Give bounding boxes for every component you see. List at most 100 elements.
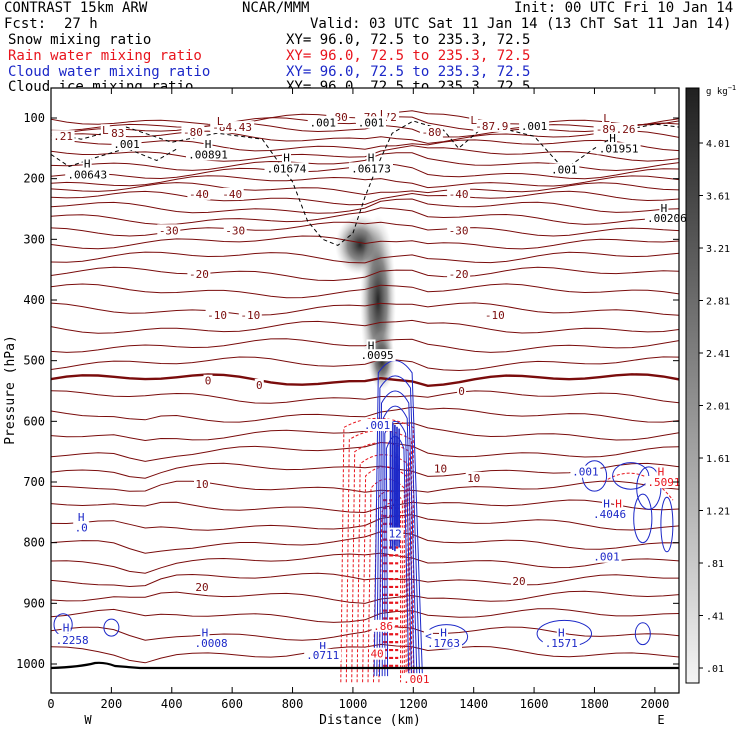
temperature-label: -30	[225, 224, 245, 237]
temperature-contour-line	[51, 338, 679, 353]
temperature-label: -10	[240, 309, 260, 322]
extremum-label-background	[469, 113, 479, 126]
temperature-contour-line	[51, 145, 679, 162]
cloud-water-contour	[379, 390, 418, 677]
contour-value-label: .0008	[194, 637, 227, 650]
rain-water-contour	[362, 466, 407, 683]
field-label-cloud-water: Cloud water mixing ratio	[8, 64, 211, 80]
colorbar-level-label: .01	[706, 664, 724, 675]
x-tick-label: 1000	[338, 697, 367, 711]
y-tick-label: 100	[23, 111, 45, 125]
colorbar-level-label: 3.21	[706, 244, 730, 255]
temperature-label-background	[157, 224, 181, 237]
contour-value-label-background	[356, 116, 386, 129]
contour-value-label-background	[358, 349, 396, 362]
contour-value-label: .1571	[545, 637, 578, 650]
temperature-label-background	[223, 224, 247, 237]
axes: 0 200 400 600 800 1000 1200 1400 1600 1800 2000100…	[3, 88, 679, 728]
east-label: E	[657, 713, 664, 727]
contour-value-label: .4046	[593, 508, 626, 521]
extremum-label: H	[658, 466, 665, 479]
header-model: CONTRAST 15km ARW	[4, 0, 148, 16]
rain-water-contour	[351, 442, 411, 683]
temperature-label-background	[465, 471, 482, 484]
temperature-contour-line	[51, 552, 679, 574]
contour-value-label: .001	[364, 419, 391, 432]
temperature-contour-line	[51, 441, 679, 462]
x-tick-label: 0	[47, 697, 54, 711]
temperature-label-background	[447, 224, 471, 237]
temperature-contour-line	[51, 139, 679, 152]
temperature-contour-line	[51, 302, 679, 316]
temperature-label: 10	[467, 472, 480, 485]
x-tick-label: 1400	[459, 697, 488, 711]
contour-value-label-background	[349, 162, 393, 175]
cloud-water-contour	[376, 375, 421, 677]
header-org: NCAR/MMM	[242, 0, 310, 16]
y-tick-label: 300	[23, 232, 45, 246]
temperature-label-background	[238, 309, 262, 322]
extremum-label-background	[366, 339, 376, 352]
colorbar-level-label: .41	[706, 612, 724, 623]
extremum-label-background	[282, 151, 291, 164]
field-xy-cloud-water: XY= 96.0, 72.5 to 235.3, 72.5	[286, 64, 531, 80]
contour-value-label: .06173	[351, 162, 391, 175]
contour-value-label-background	[401, 673, 432, 686]
x-tick-label: 400	[161, 697, 183, 711]
temperature-contour-line	[51, 572, 679, 588]
temperature-label: -30	[159, 224, 179, 237]
contour-value-label: .001	[309, 116, 336, 129]
contour-value-label-background	[111, 138, 142, 151]
temperature-label: -87.9	[475, 120, 508, 133]
temperature-contour-line	[51, 130, 679, 144]
extremum-label: H	[440, 626, 447, 639]
contour-value-label: .0	[75, 522, 88, 535]
field-label-snow: Snow mixing ratio	[8, 32, 152, 48]
temperature-contour-line	[51, 122, 679, 138]
contour-value-label-background	[644, 212, 689, 225]
extremum-label: L	[217, 115, 224, 128]
temperature-contour-line	[51, 251, 679, 264]
temperature-label: 20	[195, 581, 208, 594]
cloud-water-contour	[384, 420, 412, 677]
contour-value-label: .00643	[67, 168, 107, 181]
contour-value-label-background	[73, 521, 90, 534]
cloud-water-contour	[633, 493, 653, 544]
temperature-label-background	[419, 126, 443, 138]
temperature-label-background	[220, 187, 244, 200]
temperature-label: -10	[207, 309, 227, 322]
y-tick-label: 600	[23, 414, 45, 428]
contour-value-label: .001	[113, 138, 140, 151]
contour-value-label: .001	[551, 164, 578, 177]
temperature-label: 10	[434, 463, 447, 476]
y-tick-label: 800	[23, 536, 45, 550]
header-valid: Valid: 03 UTC Sat 11 Jan 14 (13 ChT Sat …	[310, 16, 732, 32]
extremum-label-background	[439, 626, 448, 639]
temperature-contour-line	[51, 422, 679, 442]
temperature-contour-line	[51, 406, 679, 423]
extremum-label: H	[368, 340, 375, 353]
temperature-label: -20	[189, 268, 209, 281]
x-axis-label: Distance (km)	[319, 713, 421, 728]
extremum-label: H	[78, 511, 85, 524]
header-fcst-value: 27 h	[64, 16, 98, 32]
y-axis-label: Pressure (hPa)	[3, 335, 18, 445]
temperature-contour-line	[51, 499, 679, 514]
extremum-label-background	[608, 132, 618, 145]
extremum-label: H	[84, 158, 91, 171]
y-tick-label: 900	[23, 596, 45, 610]
extremum-label-background	[318, 639, 328, 652]
extremum-label: H	[63, 622, 70, 635]
contour-value-label-background	[519, 119, 550, 132]
contour-value-label-background	[549, 163, 580, 176]
contour-value-label: .001	[572, 466, 599, 479]
contour-value-label: .1763	[427, 637, 460, 650]
extremum-label: H	[283, 151, 290, 164]
extremum-label-background	[61, 621, 71, 634]
temperature-contour-line	[51, 283, 679, 299]
extremum-label-background	[602, 112, 611, 124]
cloud-water-contour	[636, 466, 662, 510]
colorbar-scale	[685, 87, 700, 684]
contour-value-label: .001	[593, 551, 620, 564]
contour-value-label-background	[53, 633, 91, 646]
